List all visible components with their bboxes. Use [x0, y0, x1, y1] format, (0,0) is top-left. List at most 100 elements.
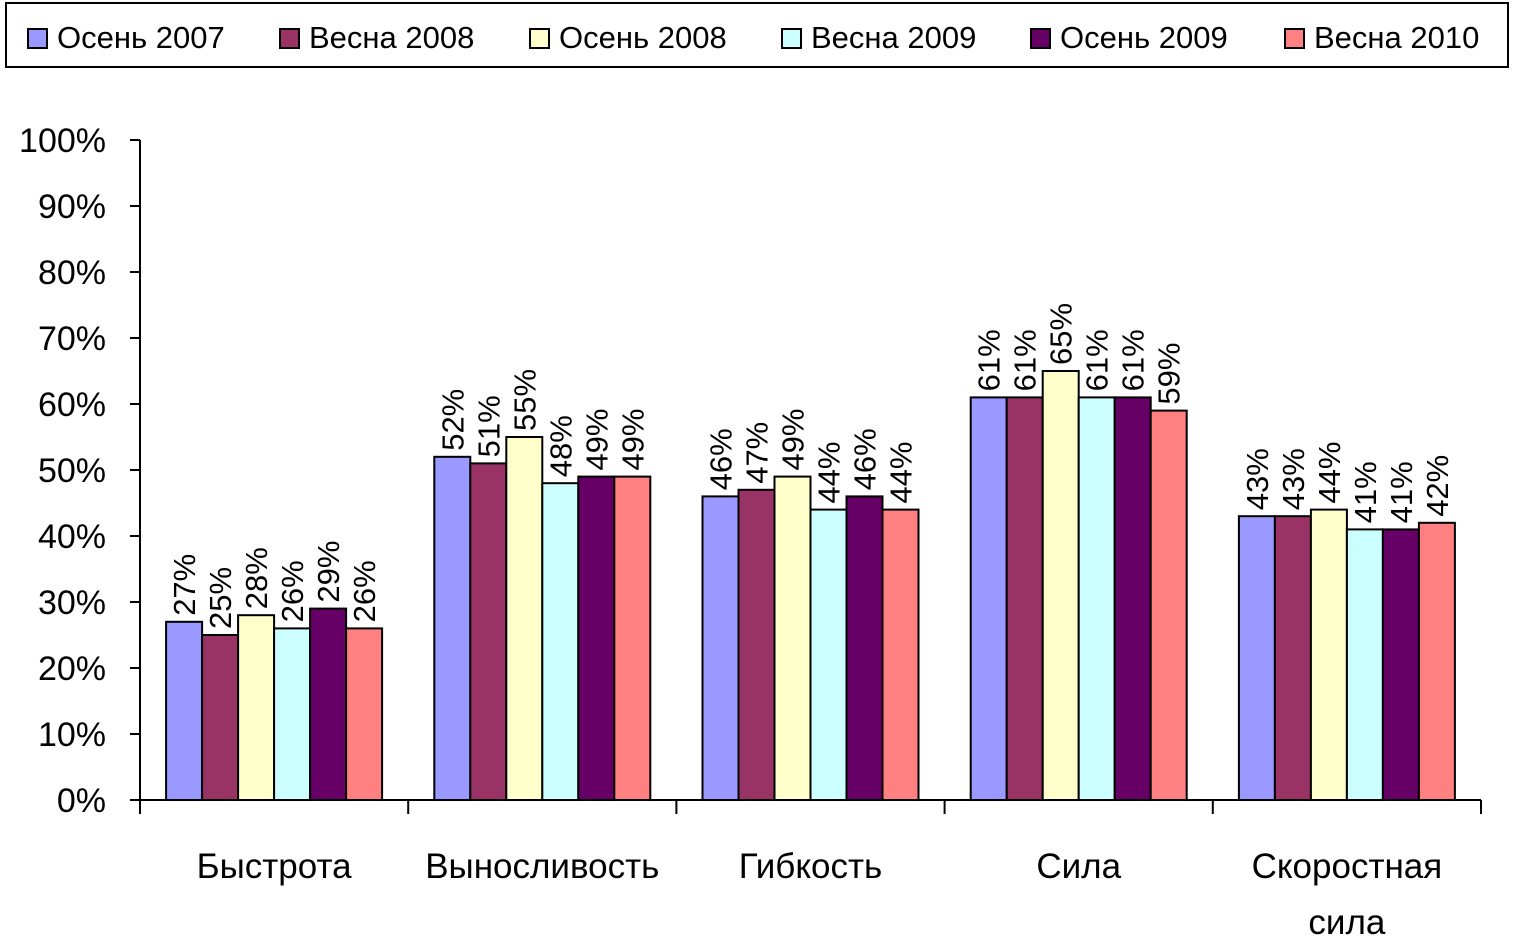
x-axis: Быстрота Выносливость Гибкость Сила Скоростн…	[139, 799, 1482, 942]
x-tick-label: Скоростная сила	[1252, 847, 1443, 942]
legend-label: Весна 2009	[811, 20, 977, 55]
legend-item-autumn-2007: Осень 2007	[27, 20, 225, 55]
data-label: 46%	[704, 428, 739, 490]
data-label: 65%	[1044, 303, 1079, 365]
bar	[201, 634, 240, 801]
y-tick-label: 90%	[38, 188, 106, 226]
data-label: 49%	[579, 409, 614, 471]
data-label: 44%	[812, 442, 847, 504]
legend-item-autumn-2008: Осень 2008	[529, 20, 727, 55]
y-tick-label: 30%	[38, 584, 106, 622]
legend-swatch	[529, 27, 550, 49]
legend-item-spring-2010: Весна 2010	[1284, 20, 1480, 55]
legend-label: Осень 2008	[559, 20, 727, 55]
y-tick-label: 60%	[38, 386, 106, 424]
y-tick-label: 50%	[38, 452, 106, 490]
legend-swatch	[781, 27, 802, 49]
bar	[773, 475, 812, 801]
legend-label: Весна 2008	[309, 20, 475, 55]
legend-label: Осень 2009	[1060, 20, 1228, 55]
data-label: 29%	[311, 541, 346, 603]
bar	[969, 396, 1008, 801]
legend-swatch	[27, 27, 48, 49]
data-labels: 27% 25% 28% 26% 29% 26%52% 51% 55%48% 49% 49% 46% 4…	[167, 303, 1455, 629]
legend-swatch	[1284, 27, 1305, 49]
data-label: 44%	[884, 442, 919, 504]
bar	[237, 614, 276, 802]
bar	[577, 475, 616, 801]
legend-item-spring-2008: Весна 2008	[279, 20, 475, 55]
legend: Осень 2007 Весна 2008 Осень 2008 Весна 2…	[5, 2, 1509, 68]
data-label: 61%	[1008, 329, 1043, 391]
legend-swatch	[279, 27, 300, 49]
bar	[881, 508, 920, 801]
data-label: 61%	[1080, 329, 1115, 391]
data-label: 25%	[203, 567, 238, 629]
legend-item-spring-2009: Весна 2009	[781, 20, 977, 55]
data-label: 43%	[1276, 448, 1311, 510]
data-label: 61%	[972, 329, 1007, 391]
data-label: 48%	[543, 415, 578, 477]
data-label: 44%	[1312, 442, 1347, 504]
y-tick-label: 20%	[38, 650, 106, 688]
bar	[1077, 396, 1116, 801]
legend-swatch	[1030, 27, 1051, 49]
data-label: 55%	[507, 369, 542, 431]
y-axis: 0% 10% 20% 30% 40% 50% 60% 70% 80% 90% 100%	[19, 122, 141, 820]
data-label: 28%	[239, 547, 274, 609]
data-label: 52%	[435, 389, 470, 451]
bar	[1345, 528, 1384, 802]
data-label: 41%	[1384, 461, 1419, 523]
bar	[1041, 370, 1080, 801]
data-label: 59%	[1152, 343, 1187, 405]
data-label: 26%	[347, 560, 382, 622]
data-label: 47%	[740, 422, 775, 484]
bar	[541, 482, 580, 801]
x-tick-label: Выносливость	[425, 847, 659, 886]
legend-label: Осень 2007	[57, 20, 225, 55]
bar	[1381, 528, 1420, 802]
data-label: 26%	[275, 560, 310, 622]
data-label: 41%	[1348, 461, 1383, 523]
data-label: 49%	[615, 409, 650, 471]
bar	[1309, 508, 1348, 801]
x-tick-label: Быстрота	[197, 847, 352, 886]
data-label: 49%	[776, 409, 811, 471]
bar	[273, 627, 312, 802]
data-label: 27%	[167, 554, 202, 616]
bar	[845, 495, 884, 801]
y-tick-label: 40%	[38, 518, 106, 556]
bar	[1113, 396, 1152, 801]
y-tick-label: 0%	[57, 782, 106, 820]
data-label: 43%	[1240, 448, 1275, 510]
x-tick-label: Гибкость	[739, 847, 883, 886]
bar	[469, 462, 508, 801]
bar	[165, 620, 204, 801]
data-label: 42%	[1420, 455, 1455, 517]
data-label: 51%	[471, 395, 506, 457]
bar	[433, 455, 472, 801]
bar	[1237, 515, 1276, 801]
bar	[809, 508, 848, 801]
bar	[1273, 515, 1312, 801]
bar	[1149, 409, 1188, 801]
data-label: 61%	[1116, 329, 1151, 391]
y-tick-label: 100%	[19, 122, 106, 160]
y-tick-label: 10%	[38, 716, 106, 754]
bar	[701, 495, 740, 801]
y-tick-label: 80%	[38, 254, 106, 292]
bar	[737, 488, 776, 801]
y-tick-label: 70%	[38, 320, 106, 358]
bars	[165, 370, 1456, 802]
bar	[613, 475, 652, 801]
bar	[309, 607, 348, 801]
bar	[505, 436, 544, 801]
legend-label: Весна 2010	[1314, 20, 1480, 55]
data-label: 46%	[848, 428, 883, 490]
x-tick-label: Сила	[1036, 847, 1121, 886]
bar	[1417, 521, 1456, 801]
bar	[345, 627, 384, 802]
legend-item-autumn-2009: Осень 2009	[1030, 20, 1228, 55]
bar	[1005, 396, 1044, 801]
